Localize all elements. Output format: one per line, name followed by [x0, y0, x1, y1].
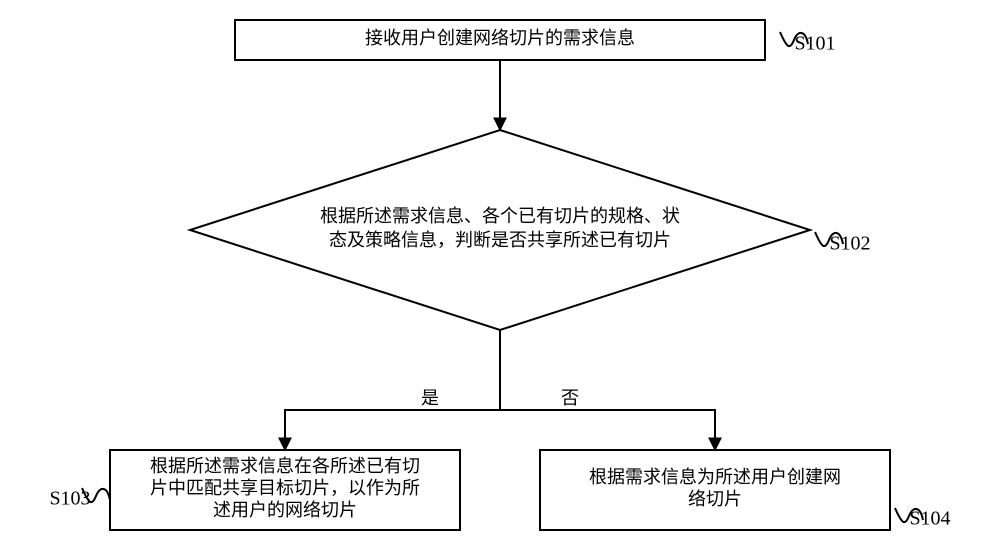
- node-s104: 根据需求信息为所述用户创建网络切片: [540, 450, 890, 530]
- node-s103-line1: 片中匹配共享目标切片，以作为所: [150, 478, 420, 498]
- node-s103-line0: 根据所述需求信息在各所述已有切: [150, 456, 420, 476]
- label-s102: S102: [829, 233, 870, 255]
- node-s104-line0: 根据需求信息为所述用户创建网: [589, 467, 841, 487]
- label-s104: S104: [909, 508, 950, 530]
- branch-no: 否: [561, 388, 579, 408]
- node-s104-line1: 络切片: [688, 489, 742, 509]
- edge-3: [500, 410, 715, 450]
- node-s102-line1: 态及策略信息，判断是否共享所述已有切片: [329, 230, 671, 250]
- branch-yes: 是: [421, 388, 439, 408]
- node-s101-line0: 接收用户创建网络切片的需求信息: [365, 28, 635, 48]
- node-s102-line0: 根据所述需求信息、各个已有切片的规格、状: [320, 206, 680, 226]
- node-s103-line2: 述用户的网络切片: [213, 500, 357, 520]
- edge-2: [285, 410, 500, 450]
- node-s101: 接收用户创建网络切片的需求信息: [235, 20, 765, 60]
- node-s102: 根据所述需求信息、各个已有切片的规格、状态及策略信息，判断是否共享所述已有切片: [190, 130, 810, 330]
- label-s101: S101: [794, 33, 835, 55]
- node-s103: 根据所述需求信息在各所述已有切片中匹配共享目标切片，以作为所述用户的网络切片: [110, 450, 460, 530]
